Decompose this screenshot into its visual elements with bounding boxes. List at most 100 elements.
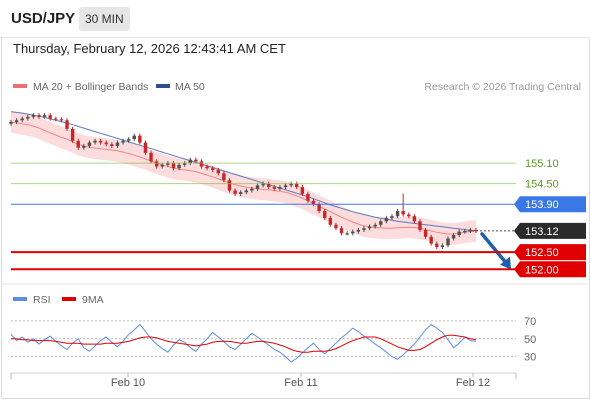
candle-body xyxy=(373,224,377,227)
candle-body xyxy=(295,183,299,188)
candle-body xyxy=(205,166,209,169)
candle-body xyxy=(423,229,428,237)
candle-body xyxy=(82,145,86,148)
timestamp: Thursday, February 12, 2026 12:43:41 AM … xyxy=(13,41,286,56)
candle-body xyxy=(435,243,439,248)
candle-body xyxy=(222,173,226,181)
rsi-panel: 70 50 30 xyxy=(10,316,536,364)
candle-body xyxy=(154,161,159,167)
current-price-tag xyxy=(514,222,586,239)
candle-body xyxy=(468,229,473,232)
candle-body xyxy=(182,163,187,165)
candle-body xyxy=(121,140,125,143)
candle-body xyxy=(272,187,277,189)
candle-body xyxy=(367,226,372,229)
rsi-tick-label-2: 30 xyxy=(524,352,536,364)
candle-body xyxy=(126,139,131,141)
candle-body xyxy=(238,192,243,194)
legend-label-ma20: MA 20 + Bollinger Bands xyxy=(33,81,148,93)
candle-body xyxy=(20,118,24,121)
forecast-arrow-head xyxy=(500,256,511,270)
x-tick-label-0: Feb 10 xyxy=(111,377,145,389)
timeframe-button[interactable]: 30 MIN xyxy=(79,7,130,31)
bollinger-band xyxy=(11,111,476,245)
candle-body xyxy=(233,190,237,194)
candle-body xyxy=(317,204,321,212)
candle-body xyxy=(14,120,19,122)
ma20-line xyxy=(10,121,477,235)
candle-body xyxy=(93,140,97,143)
candle-body xyxy=(451,235,456,239)
candle-body xyxy=(87,142,92,146)
candle-body xyxy=(76,140,80,148)
rsi-tick-label-0: 70 xyxy=(524,316,536,328)
candle-body xyxy=(289,183,293,186)
symbol-title: USD/JPY xyxy=(11,10,76,27)
candle-body xyxy=(31,115,36,117)
candle-body xyxy=(278,187,282,189)
candle-body xyxy=(65,120,69,129)
candle-body xyxy=(395,211,400,217)
candle-body xyxy=(351,231,355,234)
candle-body xyxy=(300,187,305,194)
candle-body xyxy=(216,169,220,174)
price-panel xyxy=(9,111,511,270)
candle-body xyxy=(171,163,176,169)
candle-body xyxy=(48,115,52,119)
legend-swatch-9ma xyxy=(62,297,76,301)
candle-body xyxy=(323,211,327,218)
x-tick-label-2: Feb 12 xyxy=(456,377,490,389)
current-price-label: 153.12 xyxy=(525,226,559,238)
candle-body xyxy=(54,118,58,120)
candle-body xyxy=(334,224,338,229)
levels-layer: 155.10 154.50 153.90 152.50 152.00 153.12 xyxy=(11,158,586,278)
candle-body xyxy=(166,163,170,165)
candle-body xyxy=(255,185,260,189)
candle-body xyxy=(9,121,13,124)
candle-body xyxy=(407,214,411,217)
candle-body xyxy=(250,188,254,191)
candle-body xyxy=(283,185,288,188)
chart-header: USD/JPY 30 MIN xyxy=(0,0,590,38)
legend-label-ma50: MA 50 xyxy=(175,81,205,93)
candle-body xyxy=(110,144,114,146)
candle-body xyxy=(328,217,333,225)
candle-body xyxy=(384,217,389,222)
level-label-3: 152.50 xyxy=(525,247,559,259)
candle-body xyxy=(177,164,181,169)
candle-body xyxy=(440,245,445,248)
candle-body xyxy=(42,115,47,117)
candle-body xyxy=(311,200,316,205)
candle-body xyxy=(188,159,192,164)
candle-body xyxy=(37,115,41,117)
level-label-2: 153.90 xyxy=(525,199,559,211)
ma50-line xyxy=(10,111,477,232)
candle-body xyxy=(261,183,265,186)
legend-label-9ma: 9MA xyxy=(82,294,104,306)
level-tag-3 xyxy=(514,244,586,261)
candle-body xyxy=(143,142,148,153)
candle-body xyxy=(194,159,198,162)
candle-body xyxy=(418,221,422,230)
x-axis: Feb 10 Feb 11 Feb 12 xyxy=(10,373,517,389)
candle-body xyxy=(339,228,344,234)
candle-body xyxy=(98,140,103,143)
candle-body xyxy=(132,135,136,140)
candle-body xyxy=(115,142,120,146)
level-tag-2 xyxy=(514,196,586,213)
candle-body xyxy=(345,233,349,235)
x-tick-label-1: Feb 11 xyxy=(284,377,317,389)
candle-body xyxy=(138,135,142,143)
candle-body xyxy=(59,119,64,121)
level-label-0: 155.10 xyxy=(525,158,559,170)
candle-body xyxy=(390,216,394,218)
candle-body xyxy=(244,190,249,193)
legend-label-rsi: RSI xyxy=(33,294,51,306)
legend-swatch-ma50 xyxy=(156,84,170,88)
level-tag-4 xyxy=(514,261,586,278)
candle-body xyxy=(199,161,204,167)
candle-body xyxy=(267,183,271,188)
candle-body xyxy=(26,116,30,119)
